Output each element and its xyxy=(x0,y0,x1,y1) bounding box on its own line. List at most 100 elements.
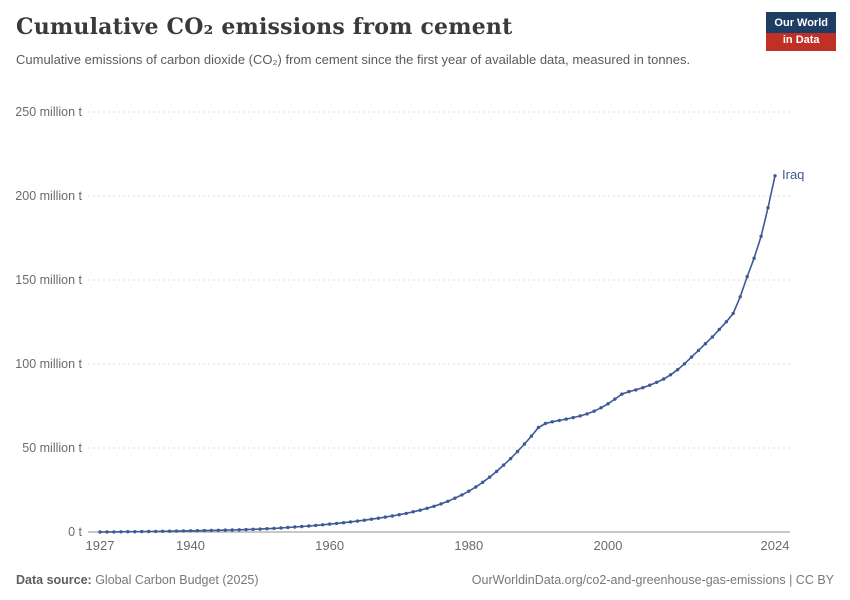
data-point[interactable] xyxy=(154,529,158,534)
data-point[interactable] xyxy=(126,530,130,534)
data-point[interactable] xyxy=(411,510,415,514)
data-point[interactable] xyxy=(752,256,756,260)
data-point[interactable] xyxy=(279,526,283,530)
data-point[interactable] xyxy=(286,525,290,530)
data-point[interactable] xyxy=(418,508,422,512)
data-point[interactable] xyxy=(439,502,443,506)
data-point[interactable] xyxy=(390,514,394,518)
data-point[interactable] xyxy=(272,526,276,531)
data-point[interactable] xyxy=(209,528,213,533)
data-point[interactable] xyxy=(578,414,582,418)
data-point[interactable] xyxy=(404,511,408,516)
data-point[interactable] xyxy=(494,469,499,474)
data-point[interactable] xyxy=(501,463,506,467)
data-point[interactable] xyxy=(327,522,332,526)
data-point[interactable] xyxy=(397,513,401,517)
data-point[interactable] xyxy=(244,527,248,532)
data-point[interactable] xyxy=(446,499,450,503)
chart-canvas[interactable]: 0 t 50 million t 100 million t 150 million … xyxy=(0,95,850,565)
data-point[interactable] xyxy=(488,475,492,479)
data-point[interactable] xyxy=(613,397,617,401)
data-point[interactable] xyxy=(376,516,381,520)
data-point[interactable] xyxy=(147,529,151,534)
data-point[interactable] xyxy=(341,521,346,525)
owid-logo[interactable]: Our World in Data xyxy=(766,12,836,51)
data-point[interactable] xyxy=(216,528,220,532)
data-point[interactable] xyxy=(251,527,255,531)
data-point[interactable] xyxy=(536,425,541,430)
data-point[interactable] xyxy=(717,327,721,332)
data-point[interactable] xyxy=(160,529,165,533)
data-point[interactable] xyxy=(710,335,715,339)
data-point[interactable] xyxy=(230,528,234,532)
data-point[interactable] xyxy=(620,392,624,396)
data-point[interactable] xyxy=(334,521,339,526)
data-point[interactable] xyxy=(265,527,269,531)
data-point[interactable] xyxy=(731,311,735,316)
data-point[interactable] xyxy=(321,523,325,527)
data-point[interactable] xyxy=(258,527,262,531)
data-point[interactable] xyxy=(314,523,318,528)
data-point[interactable] xyxy=(237,528,241,532)
data-point[interactable] xyxy=(703,342,708,346)
data-point[interactable] xyxy=(195,529,200,533)
data-point[interactable] xyxy=(682,362,687,366)
data-point[interactable] xyxy=(167,529,172,533)
series-label-iraq[interactable]: Iraq xyxy=(782,166,805,182)
data-point[interactable] xyxy=(355,519,360,523)
data-point[interactable] xyxy=(105,530,109,534)
data-point[interactable] xyxy=(460,493,464,497)
data-point[interactable] xyxy=(606,402,610,406)
data-point[interactable] xyxy=(759,234,763,238)
data-point[interactable] xyxy=(98,530,102,534)
data-point[interactable] xyxy=(369,517,374,521)
data-point[interactable] xyxy=(362,518,367,522)
data-point[interactable] xyxy=(425,506,429,510)
footer-citation[interactable]: OurWorldinData.org/co2-and-greenhouse-ga… xyxy=(471,573,834,587)
data-point[interactable] xyxy=(140,529,144,534)
data-point[interactable] xyxy=(766,206,770,210)
data-point[interactable] xyxy=(655,380,659,384)
data-point[interactable] xyxy=(738,295,742,299)
data-point[interactable] xyxy=(550,420,554,424)
data-point[interactable] xyxy=(188,529,193,533)
data-point[interactable] xyxy=(119,530,123,534)
data-point[interactable] xyxy=(174,529,179,533)
data-point[interactable] xyxy=(662,377,666,381)
data-point[interactable] xyxy=(696,348,701,353)
data-point[interactable] xyxy=(641,386,645,390)
data-point[interactable] xyxy=(432,504,436,508)
data-point[interactable] xyxy=(202,528,207,533)
data-point[interactable] xyxy=(745,274,749,279)
data-point[interactable] xyxy=(585,412,589,416)
data-point[interactable] xyxy=(543,421,548,426)
data-point[interactable] xyxy=(481,480,485,484)
data-point[interactable] xyxy=(564,417,568,421)
data-point[interactable] xyxy=(724,320,728,324)
data-point[interactable] xyxy=(467,489,471,493)
data-source-value[interactable]: Global Carbon Budget (2025) xyxy=(91,573,259,587)
data-point[interactable] xyxy=(773,174,777,178)
data-point[interactable] xyxy=(557,418,561,423)
data-point[interactable] xyxy=(453,496,457,500)
data-point[interactable] xyxy=(300,524,304,529)
data-point[interactable] xyxy=(474,485,478,489)
data-point[interactable] xyxy=(592,409,596,413)
data-point[interactable] xyxy=(112,530,116,534)
line-series-iraq[interactable] xyxy=(99,175,776,533)
data-point[interactable] xyxy=(571,415,575,420)
data-point[interactable] xyxy=(668,373,673,377)
data-point[interactable] xyxy=(133,530,137,534)
data-point[interactable] xyxy=(627,389,631,394)
data-point[interactable] xyxy=(529,434,534,438)
data-point[interactable] xyxy=(599,406,603,410)
data-point[interactable] xyxy=(223,528,227,532)
data-point[interactable] xyxy=(383,515,387,519)
data-point[interactable] xyxy=(675,368,680,372)
data-point[interactable] xyxy=(348,520,353,524)
data-point[interactable] xyxy=(293,525,297,529)
data-point[interactable] xyxy=(648,383,652,387)
data-point[interactable] xyxy=(522,442,527,446)
data-point[interactable] xyxy=(689,355,694,359)
data-point[interactable] xyxy=(307,524,311,528)
